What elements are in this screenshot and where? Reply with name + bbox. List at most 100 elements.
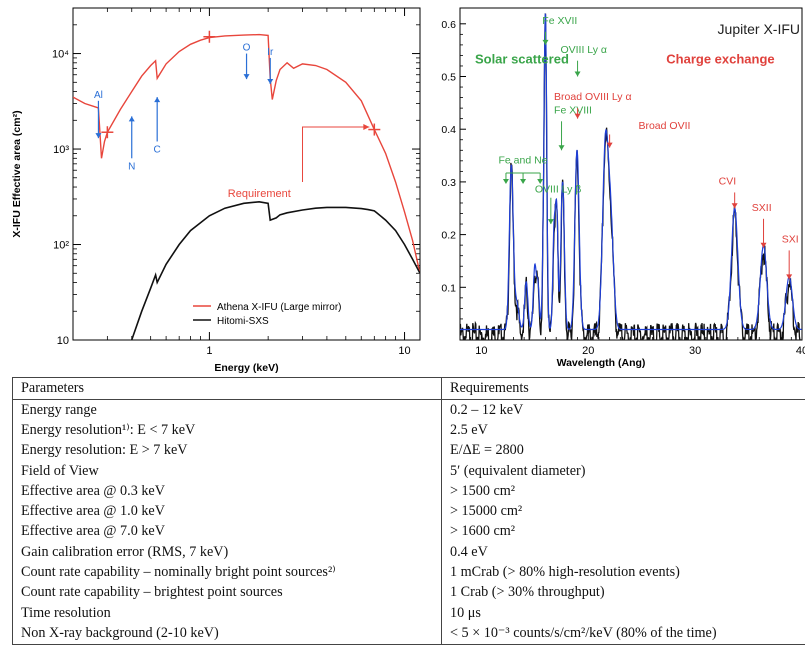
edge-label: O (243, 43, 251, 54)
requirement-cell: 2.5 eV (442, 420, 805, 440)
edge-arrowhead (154, 97, 160, 102)
x-tick-label: 10 (398, 345, 410, 357)
edge-label: Al (94, 90, 103, 101)
charge-exchange-line-label: Charge exchange (666, 51, 774, 66)
requirement-cell: 10 μs (442, 603, 805, 623)
y-tick-label: 10⁴ (52, 49, 69, 61)
effective-area-plot: 1 10 10 10² 10³ 10⁴ Energy (keV) X-IFU Effectiv… (0, 0, 440, 378)
chart-title: Jupiter X-IFU (718, 21, 800, 37)
requirement-cell: > 1600 cm² (442, 522, 805, 542)
table-row: Field of View 5′ (equivalent diameter) (13, 461, 805, 481)
x-axis-label: Wavelength (Ang) (557, 357, 646, 369)
parameter-cell: Field of View (13, 461, 442, 481)
x-tick-label: 10 (475, 345, 487, 357)
hitomi-curve (132, 202, 420, 340)
header-requirements: Requirements (442, 378, 805, 400)
requirement-cell: < 5 × 10⁻³ counts/s/cm²/keV (80% of the … (442, 623, 805, 644)
requirement-cell: 0.4 eV (442, 542, 805, 562)
charge-exchange-line-label: SXI (782, 234, 799, 246)
y-tick-label: 10³ (53, 144, 69, 156)
table-row: Effective area @ 7.0 keV > 1600 cm² (13, 522, 805, 542)
oviii-beta-arrowhead (548, 219, 554, 224)
table-row: Non X-ray background (2-10 keV) < 5 × 10⁻… (13, 623, 805, 644)
table-row: Time resolution 10 μs (13, 603, 805, 623)
solar-line-arrowhead (575, 72, 581, 77)
requirement-cell: 0.2 – 12 keV (442, 400, 805, 421)
y-tick-label: 0.5 (441, 72, 456, 84)
y-tick-label: 0.2 (441, 230, 456, 242)
table-row: Energy resolution: E > 7 keV E/ΔE = 2800 (13, 441, 805, 461)
table-header-row: Parameters Requirements (13, 378, 805, 400)
edge-arrowhead (129, 116, 135, 121)
parameter-cell: Effective area @ 0.3 keV (13, 481, 442, 501)
solar-line-label: Fe XVII (542, 15, 577, 27)
table-row: Count rate capability – brightest point … (13, 583, 805, 603)
y-axis-label: X-IFU Effective area (cm²) (11, 110, 23, 237)
parameter-cell: Energy resolution¹⁾: E < 7 keV (13, 420, 442, 440)
parameter-cell: Time resolution (13, 603, 442, 623)
x-tick-label: 30 (689, 345, 701, 357)
solar-line-label: Fe XVIII (554, 104, 592, 116)
legend-entry: Hitomi-SXS (217, 316, 269, 327)
edge-label: C (154, 144, 161, 155)
parameter-cell: Count rate capability – brightest point … (13, 583, 442, 603)
table-row: Effective area @ 1.0 keV > 15000 cm² (13, 501, 805, 521)
table-row: Energy range 0.2 – 12 keV (13, 400, 805, 421)
charge-exchange-line-arrowhead (761, 243, 767, 248)
table-row: Count rate capability – nominally bright… (13, 562, 805, 582)
table-row: Gain calibration error (RMS, 7 keV) 0.4 e… (13, 542, 805, 562)
charge-exchange-line-arrowhead (732, 203, 738, 208)
parameter-cell: Non X-ray background (2-10 keV) (13, 623, 442, 644)
charge-exchange-line-arrowhead (786, 274, 792, 279)
parameter-cell: Energy resolution: E > 7 keV (13, 441, 442, 461)
charge-exchange-line-label: Broad OVIII Ly α (554, 91, 631, 103)
requirement-annotation: Requirement (228, 188, 291, 200)
requirement-cell: E/ΔE = 2800 (442, 441, 805, 461)
requirement-cell: 1 mCrab (> 80% high-resolution events) (442, 562, 805, 582)
solar-line-label: Solar scattered (475, 51, 569, 66)
table-row: Effective area @ 0.3 keV > 1500 cm² (13, 481, 805, 501)
charge-exchange-line-label: SXII (752, 202, 772, 214)
jupiter-spectrum-plot: 0.1 0.2 0.3 0.4 0.5 0.6 10 20 30 40 Wavelength (An… (440, 0, 805, 378)
header-parameters: Parameters (13, 378, 442, 400)
y-tick-label: 0.1 (441, 282, 456, 294)
requirement-cell: 5′ (equivalent diameter) (442, 461, 805, 481)
table-row: Energy resolution¹⁾: E < 7 keV 2.5 eV (13, 420, 805, 440)
fe-ne-bracket-arrowhead (520, 179, 526, 184)
y-tick-label: 10² (53, 240, 69, 252)
requirements-table: Parameters Requirements Energy range 0.2 … (12, 377, 805, 645)
charge-exchange-line-label: CVI (719, 176, 737, 188)
requirement-cell: > 15000 cm² (442, 501, 805, 521)
solar-line-label: OVIII Ly β (535, 183, 582, 195)
x-axis-label: Energy (keV) (214, 362, 278, 374)
requirement-cell: 1 Crab (> 30% throughput) (442, 583, 805, 603)
edge-label: N (128, 161, 135, 172)
requirement-cell: > 1500 cm² (442, 481, 805, 501)
x-tick-label: 20 (582, 345, 594, 357)
edge-arrowhead (267, 79, 273, 84)
solar-line-label: OVIII Ly α (560, 44, 607, 56)
parameter-cell: Effective area @ 7.0 keV (13, 522, 442, 542)
parameter-cell: Energy range (13, 400, 442, 421)
parameter-cell: Count rate capability – nominally bright… (13, 562, 442, 582)
effective-area-chart: 1 10 10 10² 10³ 10⁴ Energy (keV) X-IFU Effectiv… (0, 0, 440, 378)
x-tick-label: 1 (206, 345, 212, 357)
y-tick-label: 0.6 (441, 19, 456, 31)
edge-label: Ir (267, 47, 274, 58)
requirement-pointer (303, 127, 370, 182)
table-body: Energy range 0.2 – 12 keV Energy resolutio… (13, 400, 805, 645)
y-tick-label: 10 (57, 335, 69, 347)
legend-entry: Athena X-IFU (Large mirror) (217, 302, 341, 313)
y-tick-label: 0.4 (441, 124, 456, 136)
solar-line-arrowhead (559, 145, 565, 150)
solar-line-label: Fe and Ne (498, 154, 547, 166)
charge-exchange-line-label: Broad OVII (638, 120, 690, 132)
fe-ne-bracket-arrowhead (503, 179, 509, 184)
y-tick-label: 0.3 (441, 177, 456, 189)
x-tick-label: 40 (796, 345, 805, 357)
parameter-cell: Effective area @ 1.0 keV (13, 501, 442, 521)
edge-arrowhead (244, 74, 250, 79)
parameter-cell: Gain calibration error (RMS, 7 keV) (13, 542, 442, 562)
solar-line-arrowhead (543, 40, 549, 45)
jupiter-spectrum-chart: 0.1 0.2 0.3 0.4 0.5 0.6 10 20 30 40 Wavelength (An… (440, 0, 805, 378)
